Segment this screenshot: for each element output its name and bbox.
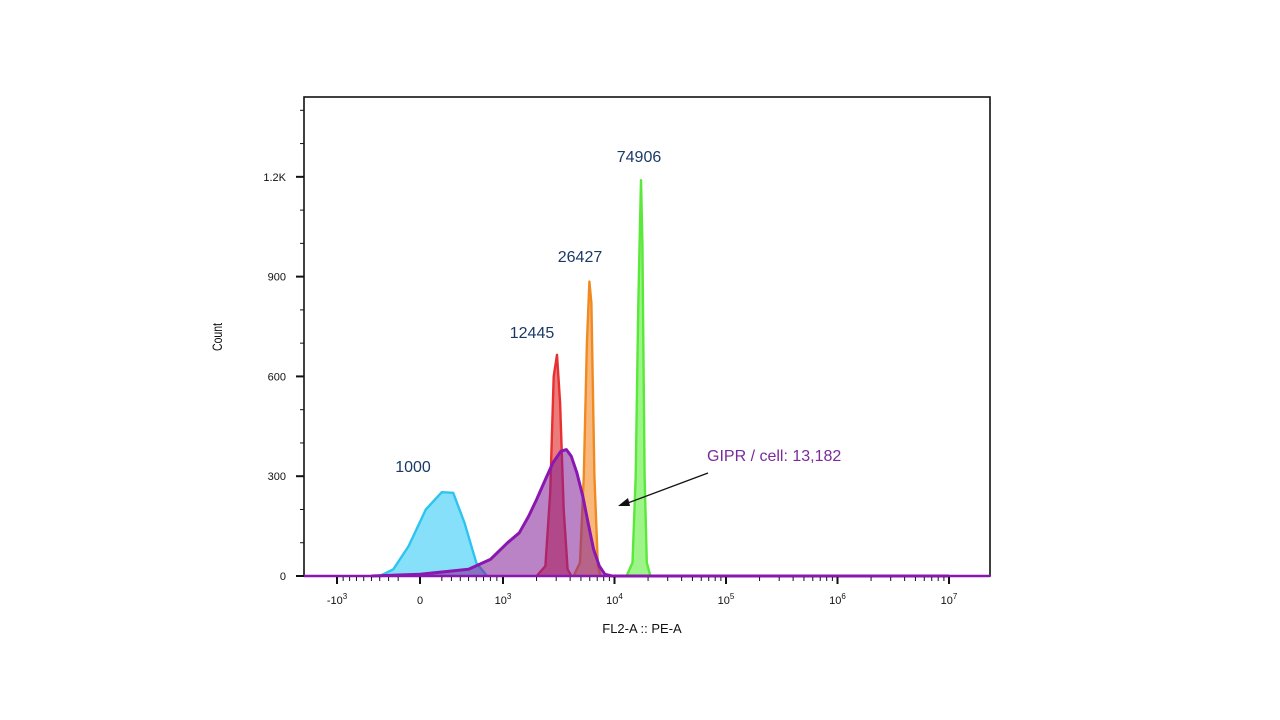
y-tick-label: 900	[268, 272, 286, 284]
x-tick-label: 105	[718, 592, 735, 607]
peak-label: 74906	[617, 149, 662, 166]
series-3-line	[625, 179, 652, 577]
y-tick-label: 600	[268, 371, 286, 383]
series-4-area	[371, 449, 949, 576]
series-2-area	[573, 281, 601, 576]
annotation-arrow-line	[624, 472, 709, 505]
series-0-line	[379, 491, 488, 578]
x-tick-label: 104	[606, 592, 623, 607]
x-axis-title: FL2-A :: PE-A	[602, 621, 682, 636]
x-tick-label: 103	[495, 592, 512, 607]
x-tick-label: 107	[941, 592, 958, 607]
annotation-arrowhead	[618, 498, 630, 506]
x-tick-label: -103	[327, 592, 348, 607]
y-axis-title: Count	[210, 323, 226, 351]
y-tick-label: 300	[268, 471, 286, 483]
peak-label: 12445	[510, 325, 555, 342]
series-4-line	[371, 448, 949, 578]
peak-label: 1000	[395, 459, 431, 476]
y-tick-label: 1.2K	[263, 172, 286, 184]
annotation-label: GIPR / cell: 13,182	[707, 448, 841, 465]
y-tick-label: 0	[280, 571, 286, 583]
plot-frame	[303, 96, 991, 577]
peak-label: 26427	[558, 249, 603, 266]
x-tick-label: 0	[417, 595, 423, 607]
x-tick-label: 106	[829, 592, 846, 607]
